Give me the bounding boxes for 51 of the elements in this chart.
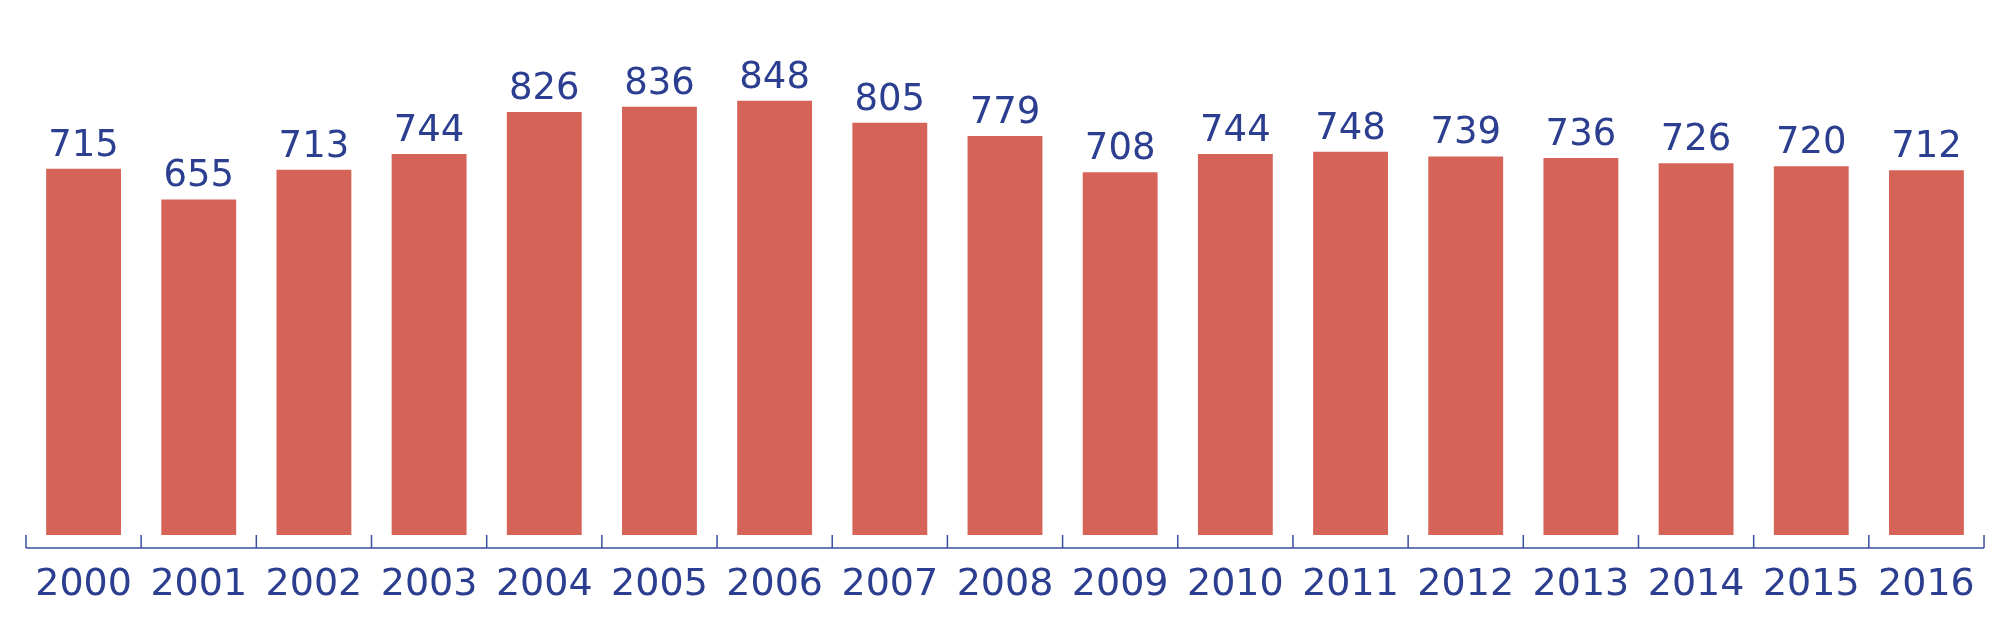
x-tick-label: 2006 bbox=[726, 559, 823, 604]
bar bbox=[161, 199, 237, 535]
x-tick-label: 2016 bbox=[1878, 559, 1975, 604]
data-label: 836 bbox=[624, 59, 695, 103]
data-label: 726 bbox=[1660, 116, 1732, 160]
data-label: 748 bbox=[1315, 104, 1386, 148]
x-tick-label: 2009 bbox=[1071, 559, 1169, 604]
data-label: 715 bbox=[48, 121, 119, 165]
data-label: 713 bbox=[278, 122, 350, 166]
bar bbox=[1428, 156, 1504, 535]
bar bbox=[1543, 158, 1619, 535]
data-label: 720 bbox=[1775, 119, 1847, 163]
bar bbox=[1197, 153, 1273, 535]
bar bbox=[967, 135, 1043, 535]
x-tick-label: 2011 bbox=[1302, 559, 1399, 604]
bar bbox=[737, 100, 813, 535]
bar bbox=[852, 122, 928, 535]
bar bbox=[506, 111, 582, 535]
bar bbox=[1658, 163, 1734, 535]
bar bbox=[46, 168, 121, 535]
x-tick-label: 2010 bbox=[1187, 559, 1284, 604]
data-label: 779 bbox=[969, 88, 1041, 132]
x-tick-label: 2013 bbox=[1532, 559, 1630, 604]
x-tick-label: 2002 bbox=[265, 559, 363, 604]
x-tick-label: 2012 bbox=[1417, 559, 1515, 604]
x-tick-label: 2005 bbox=[611, 559, 708, 604]
bar bbox=[391, 153, 467, 535]
data-label: 744 bbox=[393, 106, 465, 150]
data-label: 744 bbox=[1200, 106, 1271, 150]
data-label: 712 bbox=[1891, 123, 1962, 167]
data-label: 826 bbox=[508, 64, 580, 108]
data-label: 736 bbox=[1545, 111, 1617, 154]
bar bbox=[276, 169, 352, 535]
x-tick-label: 2014 bbox=[1647, 559, 1745, 604]
x-tick-label: 2007 bbox=[841, 559, 939, 604]
bar bbox=[622, 106, 697, 535]
x-tick-label: 2015 bbox=[1762, 559, 1860, 604]
x-tick-label: 2001 bbox=[150, 559, 248, 604]
bar bbox=[1082, 172, 1158, 535]
data-label: 708 bbox=[1084, 125, 1156, 169]
x-tick-label: 2003 bbox=[380, 559, 478, 604]
bar bbox=[1889, 170, 1964, 535]
x-tick-label: 2000 bbox=[35, 559, 132, 604]
x-tick-label: 2008 bbox=[956, 559, 1054, 604]
x-tick-label: 2004 bbox=[495, 559, 593, 604]
data-label: 805 bbox=[854, 75, 926, 119]
bar bbox=[1313, 151, 1388, 535]
bar bbox=[1773, 166, 1849, 535]
data-label: 655 bbox=[163, 152, 235, 196]
data-label: 739 bbox=[1430, 109, 1502, 153]
data-label: 848 bbox=[739, 53, 810, 97]
